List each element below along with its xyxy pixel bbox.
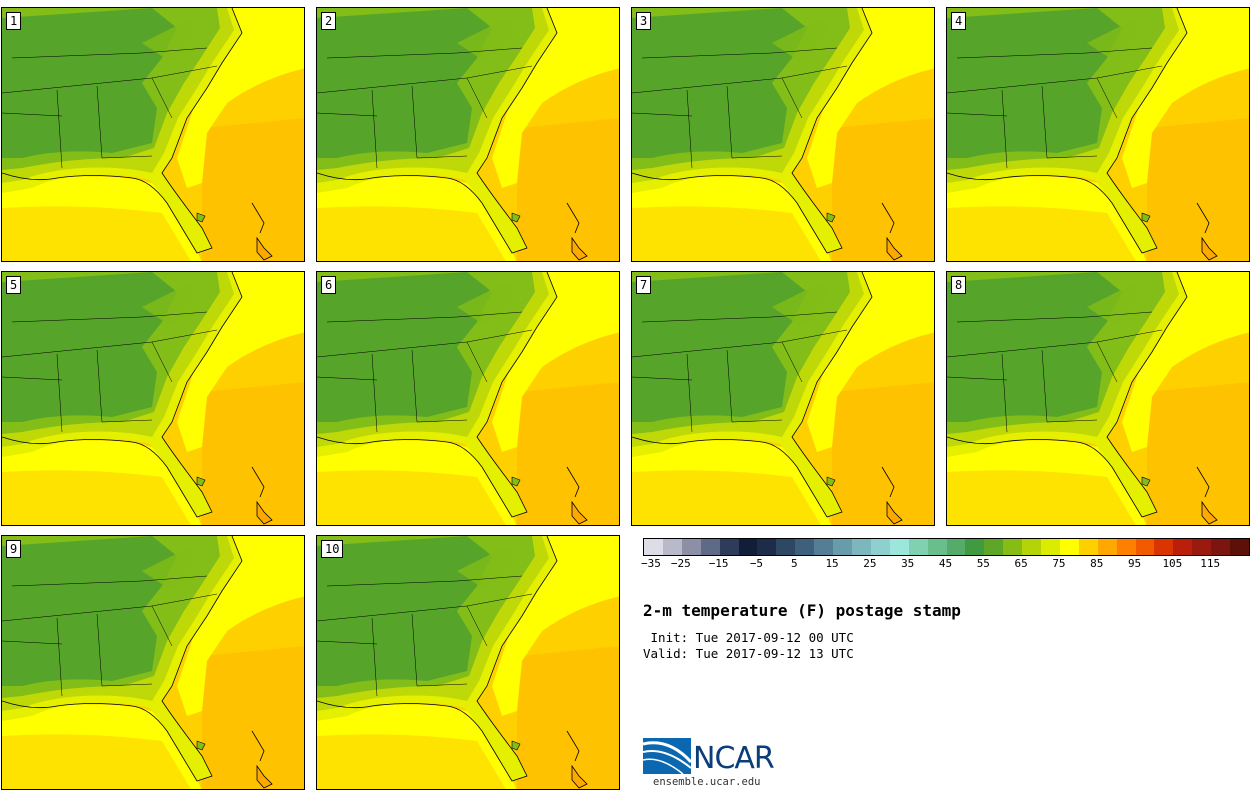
- colorbar-swatch: [1078, 539, 1098, 555]
- colorbar-swatch: [1211, 539, 1231, 555]
- colorbar-swatch: [1173, 539, 1193, 555]
- colorbar-swatch: [814, 539, 834, 555]
- colorbar-swatch: [1097, 539, 1117, 555]
- colorbar-tick-label: 85: [1090, 557, 1104, 570]
- colorbar-tick-label: 35: [901, 557, 915, 570]
- colorbar-swatch: [889, 539, 909, 555]
- colorbar-swatch: [851, 539, 871, 555]
- valid-time: Valid: Tue 2017-09-12 13 UTC: [643, 646, 854, 661]
- colorbar-swatch: [1041, 539, 1060, 555]
- member-number-label: 10: [321, 540, 344, 558]
- init-time: Init: Tue 2017-09-12 00 UTC: [643, 630, 854, 645]
- colorbar-tick-label: 115: [1200, 557, 1221, 570]
- member-number-label: 5: [6, 276, 22, 294]
- temperature-colorbar: [643, 538, 1250, 556]
- member-number-label: 7: [636, 276, 652, 294]
- colorbar-tick-label: 15: [825, 557, 839, 570]
- member-number-label: 3: [636, 12, 652, 30]
- colorbar-swatch: [795, 539, 815, 555]
- plot-title: 2-m temperature (F) postage stamp: [643, 601, 961, 620]
- member-number-label: 9: [6, 540, 22, 558]
- colorbar-tick-label: 105: [1162, 557, 1183, 570]
- colorbar-swatch: [776, 539, 796, 555]
- ensemble-member-map-8: 8: [946, 271, 1250, 526]
- colorbar-swatch: [757, 539, 777, 555]
- colorbar-tick-label: −15: [708, 557, 729, 570]
- ensemble-member-map-2: 2: [316, 7, 620, 262]
- colorbar-swatch: [1003, 539, 1023, 555]
- colorbar-tick-label: −5: [749, 557, 764, 570]
- colorbar-swatch: [908, 539, 928, 555]
- colorbar-swatch: [662, 539, 682, 555]
- colorbar-swatch: [738, 539, 758, 555]
- colorbar-tick-label: −35: [641, 557, 661, 570]
- ensemble-member-map-5: 5: [1, 271, 305, 526]
- colorbar-tick-label: 75: [1052, 557, 1066, 570]
- colorbar-tick-label: 55: [976, 557, 990, 570]
- ncar-logo-word: NCAR: [693, 741, 775, 776]
- colorbar-swatch: [1116, 539, 1136, 555]
- ncar-logo-icon: [643, 738, 693, 775]
- colorbar-tick-labels: −35 −25 −15 −5 5 15 25 35 45 55 65 75 85 95 105 115: [641, 557, 1248, 571]
- colorbar-swatch: [1154, 539, 1174, 555]
- colorbar-swatch: [1022, 539, 1042, 555]
- colorbar-tick-label: 5: [790, 557, 798, 570]
- colorbar-swatch: [644, 539, 663, 555]
- colorbar-swatch: [1135, 539, 1155, 555]
- member-number-label: 8: [951, 276, 967, 294]
- ensemble-member-map-10: 10: [316, 535, 620, 790]
- member-number-label: 1: [6, 12, 22, 30]
- colorbar-swatch: [984, 539, 1004, 555]
- colorbar-swatch: [833, 539, 852, 555]
- colorbar-swatch: [927, 539, 947, 555]
- colorbar-swatch: [1230, 539, 1249, 555]
- colorbar-swatch: [946, 539, 966, 555]
- colorbar-swatch: [870, 539, 890, 555]
- colorbar-tick-label: 65: [1014, 557, 1028, 570]
- ensemble-member-map-3: 3: [631, 7, 935, 262]
- ensemble-member-map-9: 9: [1, 535, 305, 790]
- colorbar-tick-label: 45: [938, 557, 953, 570]
- member-number-label: 6: [321, 276, 337, 294]
- member-number-label: 4: [951, 12, 967, 30]
- colorbar-tick-label: 25: [863, 557, 877, 570]
- colorbar-swatch: [1059, 539, 1079, 555]
- member-number-label: 2: [321, 12, 337, 30]
- ensemble-member-map-4: 4: [946, 7, 1250, 262]
- ensemble-member-map-6: 6: [316, 271, 620, 526]
- colorbar-swatch: [681, 539, 701, 555]
- ensemble-member-map-1: 1: [1, 7, 305, 262]
- colorbar-swatch: [965, 539, 985, 555]
- colorbar-swatch: [700, 539, 720, 555]
- ncar-url: ensemble.ucar.edu: [653, 776, 761, 788]
- colorbar-tick-label: 95: [1127, 557, 1142, 570]
- colorbar-tick-label: −25: [670, 557, 691, 570]
- ensemble-member-map-7: 7: [631, 271, 935, 526]
- colorbar-swatch: [1192, 539, 1212, 555]
- colorbar-swatch: [719, 539, 739, 555]
